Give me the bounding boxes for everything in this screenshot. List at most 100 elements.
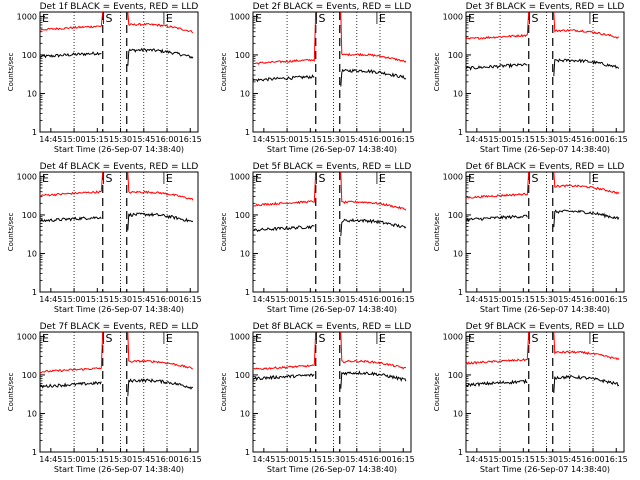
events-line-after — [127, 378, 194, 397]
plot-frame — [39, 171, 199, 293]
x-tick-label: 15:00 — [63, 455, 86, 464]
y-tick-label: 100 — [22, 211, 37, 220]
marker-label: E — [166, 12, 173, 25]
events-line-after — [127, 211, 194, 231]
y-tick-label: 100 — [22, 371, 37, 380]
marker-label: E — [379, 332, 386, 345]
x-tick-label: 15:15 — [512, 295, 535, 304]
panel-title: Det 5f BLACK = Events, RED = LLD — [253, 162, 412, 172]
x-tick-label: 15:00 — [489, 455, 512, 464]
x-tick-label: 14:45 — [252, 295, 275, 304]
marker-label: E — [42, 12, 49, 25]
x-tick-label: 15:30 — [109, 455, 132, 464]
events-line-after — [340, 68, 407, 87]
panel-title: Det 2f BLACK = Events, RED = LLD — [253, 2, 412, 12]
x-tick-label: 16:15 — [392, 135, 415, 144]
x-tick-label: 15:45 — [132, 295, 155, 304]
y-axis-label: Counts/sec — [220, 373, 228, 412]
x-axis-label: Start Time (26-Sep-07 14:38:40) — [480, 145, 610, 154]
x-tick-label: 15:00 — [489, 295, 512, 304]
panel-det-3: Det 3f BLACK = Events, RED = LLD 1 10 100 10… — [433, 2, 628, 154]
lld-line-after — [340, 11, 407, 63]
marker-label: E — [592, 172, 599, 185]
y-tick-label: 10 — [240, 249, 250, 258]
x-tick-label: 15:00 — [276, 135, 299, 144]
events-line-after — [553, 374, 620, 394]
x-tick-label: 16:15 — [179, 135, 202, 144]
x-tick-label: 16:00 — [368, 455, 391, 464]
panel-det-5: Det 5f BLACK = Events, RED = LLD 1 10 100 10… — [220, 162, 415, 314]
x-tick-label: 14:45 — [39, 295, 62, 304]
lld-line-before — [465, 11, 530, 41]
marker-label: S — [319, 12, 326, 25]
x-tick-label: 16:15 — [605, 135, 628, 144]
x-tick-label: 15:00 — [63, 295, 86, 304]
y-tick-label: 1 — [32, 288, 37, 297]
x-tick-label: 15:00 — [489, 135, 512, 144]
marker-label: E — [468, 332, 475, 345]
x-tick-label: 16:00 — [155, 135, 178, 144]
x-tick-label: 15:45 — [345, 455, 368, 464]
lld-line-after — [127, 331, 194, 370]
x-tick-label: 14:45 — [465, 135, 488, 144]
events-line-after — [553, 58, 620, 77]
x-tick-label: 15:45 — [558, 455, 581, 464]
lld-line-before — [252, 171, 317, 207]
marker-label: E — [255, 12, 262, 25]
x-tick-label: 16:15 — [179, 455, 202, 464]
plot-frame — [252, 331, 412, 453]
y-tick-label: 100 — [22, 51, 37, 60]
x-tick-label: 15:15 — [512, 455, 535, 464]
y-axis-label: Counts/sec — [433, 373, 441, 412]
events-line-before — [465, 214, 528, 223]
y-tick-label: 10 — [240, 89, 250, 98]
x-tick-label: 15:00 — [276, 455, 299, 464]
marker-label: S — [532, 332, 539, 345]
x-tick-label: 15:45 — [132, 135, 155, 144]
lld-line-after — [553, 171, 620, 195]
x-tick-label: 15:15 — [86, 295, 109, 304]
marker-label: E — [42, 332, 49, 345]
y-tick-label: 10 — [453, 89, 463, 98]
y-tick-label: 1 — [458, 128, 463, 137]
x-tick-label: 15:15 — [86, 135, 109, 144]
lld-line-after — [127, 171, 194, 201]
events-line-before — [252, 224, 315, 233]
lld-line-before — [39, 171, 104, 198]
y-tick-label: 100 — [448, 51, 463, 60]
plot-frame — [39, 331, 199, 453]
lld-line-after — [127, 11, 194, 34]
plot-frame — [465, 11, 625, 133]
events-line-before — [252, 373, 315, 382]
marker-label: S — [106, 332, 113, 345]
y-tick-label: 1 — [245, 288, 250, 297]
x-tick-label: 16:15 — [179, 295, 202, 304]
x-tick-label: 14:45 — [465, 455, 488, 464]
y-tick-label: 1 — [245, 448, 250, 457]
x-axis-label: Start Time (26-Sep-07 14:38:40) — [54, 145, 184, 154]
y-tick-label: 1 — [32, 448, 37, 457]
marker-label: E — [255, 172, 262, 185]
marker-label: S — [106, 12, 113, 25]
x-tick-label: 15:15 — [86, 455, 109, 464]
x-tick-label: 15:15 — [299, 455, 322, 464]
y-tick-label: 1000 — [17, 12, 37, 21]
marker-label: S — [532, 12, 539, 25]
marker-label: E — [166, 172, 173, 185]
y-tick-label: 100 — [448, 211, 463, 220]
marker-label: E — [42, 172, 49, 185]
x-tick-label: 16:00 — [368, 135, 391, 144]
panel-title: Det 3f BLACK = Events, RED = LLD — [466, 2, 625, 12]
x-tick-label: 14:45 — [252, 135, 275, 144]
y-axis-label: Counts/sec — [7, 213, 15, 252]
x-axis-label: Start Time (26-Sep-07 14:38:40) — [267, 305, 397, 314]
x-tick-label: 15:45 — [558, 135, 581, 144]
marker-label: E — [468, 172, 475, 185]
x-tick-label: 14:45 — [252, 455, 275, 464]
x-axis-label: Start Time (26-Sep-07 14:38:40) — [480, 465, 610, 474]
y-tick-label: 1000 — [230, 172, 250, 181]
y-axis-label: Counts/sec — [433, 213, 441, 252]
x-tick-label: 15:45 — [558, 295, 581, 304]
marker-label: E — [255, 332, 262, 345]
